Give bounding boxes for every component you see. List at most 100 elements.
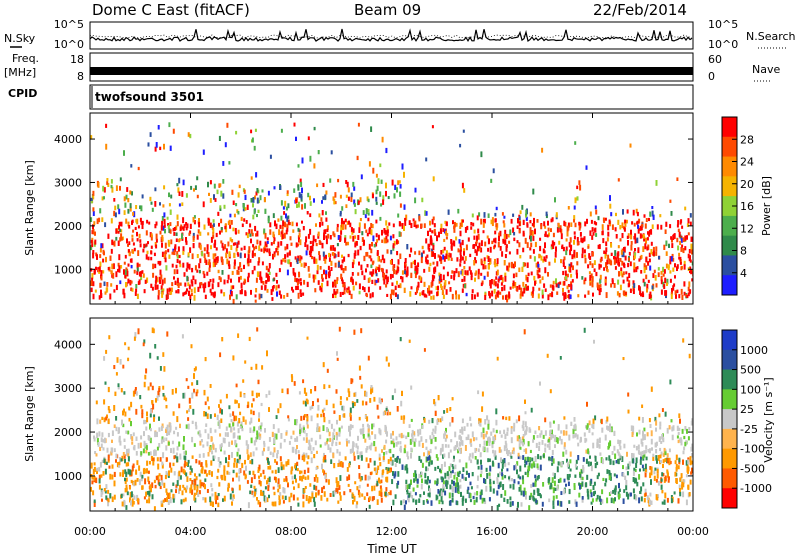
range-gate-cell [269,263,271,268]
range-gate-cell [238,469,240,475]
range-gate-cell [557,500,559,505]
range-gate-cell [562,271,564,275]
range-gate-cell [232,228,234,232]
range-gate-cell [378,178,380,184]
range-gate-cell [318,490,320,495]
range-gate-cell [664,493,666,499]
range-gate-cell [680,247,682,252]
range-gate-cell [537,454,539,459]
range-gate-cell [500,246,502,251]
range-gate-cell [314,502,316,507]
range-gate-cell [271,297,273,301]
range-gate-cell [357,156,359,160]
range-gate-cell [389,469,391,472]
range-gate-cell [161,243,163,248]
range-gate-cell [436,419,438,425]
range-gate-cell [274,501,276,506]
range-gate-cell [649,212,651,217]
range-gate-cell [361,384,363,388]
range-gate-cell [252,244,254,247]
range-gate-cell [374,468,376,472]
range-gate-cell [252,391,254,397]
range-gate-cell [260,195,262,200]
range-gate-cell [676,177,678,181]
range-gate-cell [280,456,282,461]
range-gate-cell [415,492,417,495]
range-gate-cell [551,292,553,298]
range-gate-cell [583,457,585,462]
range-gate-cell [349,432,351,437]
range-gate-cell [133,242,135,245]
range-gate-cell [480,151,482,157]
range-gate-cell [195,425,197,429]
range-gate-cell [397,471,399,477]
range-gate-cell [324,455,326,460]
range-gate-cell [669,200,671,203]
range-gate-cell [450,463,452,467]
range-gate-cell [527,242,529,248]
range-gate-cell [114,424,116,428]
range-gate-cell [593,232,595,236]
range-gate-cell [297,497,299,500]
range-gate-cell [297,282,299,286]
range-gate-cell [234,440,236,445]
range-gate-cell [502,295,504,299]
range-gate-cell [574,485,576,490]
range-gate-cell [224,244,226,249]
range-gate-cell [95,290,97,293]
range-gate-cell [607,255,609,260]
range-gate-cell [157,285,159,290]
range-gate-cell [576,502,578,507]
range-gate-cell [241,463,243,468]
range-gate-cell [420,436,422,442]
range-gate-cell [280,433,282,439]
range-gate-cell [498,242,500,247]
range-gate-cell [293,188,295,192]
range-gate-cell [429,435,431,439]
range-gate-cell [157,457,159,461]
range-gate-cell [679,241,681,245]
range-gate-cell [548,478,550,483]
range-gate-cell [669,458,671,462]
range-gate-cell [159,202,161,205]
range-gate-cell [502,212,504,216]
range-gate-cell [640,486,642,491]
range-gate-cell [511,478,513,481]
range-gate-cell [91,243,93,247]
range-gate-cell [430,239,432,245]
range-gate-cell [563,295,565,301]
range-gate-cell [273,424,275,429]
range-gate-cell [136,232,138,236]
range-gate-cell [467,270,469,275]
range-gate-cell [183,451,185,454]
range-gate-cell [658,413,660,417]
range-gate-cell [417,485,419,488]
range-gate-cell [389,412,391,415]
range-gate-cell [248,229,250,234]
range-gate-cell [179,424,181,428]
range-gate-cell [493,481,495,484]
range-gate-cell [645,464,647,469]
range-gate-cell [210,384,212,388]
range-gate-cell [358,262,360,266]
range-gate-cell [568,477,570,481]
range-gate-cell [300,289,302,293]
range-gate-cell [196,486,198,492]
range-gate-cell [471,486,473,489]
range-gate-cell [158,290,160,295]
range-gate-cell [506,432,508,436]
range-gate-cell [264,475,266,479]
station-title: Dome C East (fitACF) [92,1,250,19]
range-gate-cell [266,248,268,252]
range-gate-cell [248,273,250,278]
range-gate-cell [357,272,359,275]
range-gate-cell [421,479,423,484]
range-gate-cell [610,491,612,494]
range-gate-cell [646,218,648,222]
range-gate-cell [551,463,553,466]
range-gate-cell [304,430,306,434]
range-gate-cell [163,185,165,189]
range-gate-cell [115,237,117,241]
range-gate-cell [646,288,648,292]
range-gate-cell [202,497,204,500]
